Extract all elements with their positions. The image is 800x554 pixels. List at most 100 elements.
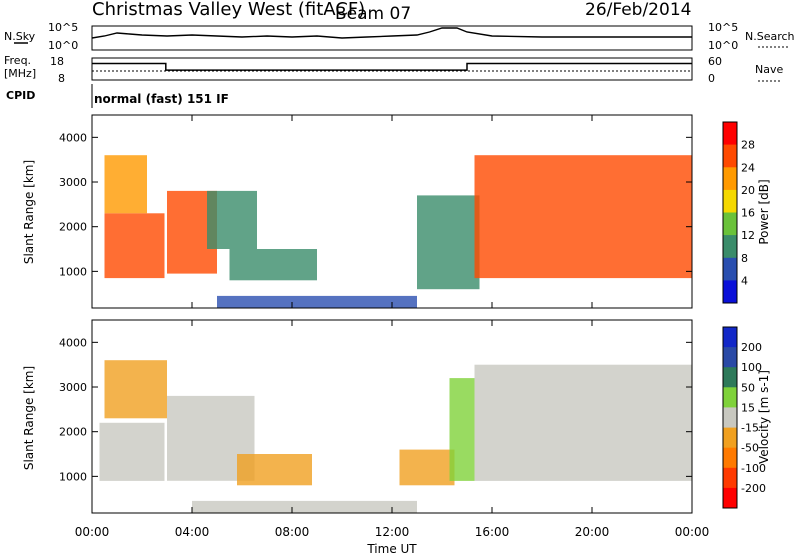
velocity-ytick-label: 2000 — [59, 426, 87, 439]
velocity-region-7 — [192, 500, 417, 513]
beam-label: Beam 07 — [335, 4, 411, 24]
nsearch-tick-bottom: 10^0 — [708, 39, 738, 52]
velocity-yaxis: 1000 2000 3000 4000 — [59, 336, 692, 483]
velocity-cbar-tick: -100 — [741, 462, 766, 475]
velocity-cbar-label: Velocity [m s-1] — [757, 370, 771, 464]
velocity-cbar-tick: -15 — [741, 422, 759, 435]
freq-unit: [MHz] — [4, 67, 36, 80]
velocity-region-5 — [449, 378, 475, 481]
noise-frame — [91, 25, 693, 51]
velocity-panel: 1000 2000 3000 4000 Slant Range [km] 200 100… — [22, 115, 771, 554]
velocity-cbar-tick: -50 — [741, 442, 759, 455]
freq-frame — [91, 57, 693, 81]
power-cbar-tick: 16 — [741, 207, 755, 220]
power-region-7 — [217, 295, 417, 308]
velocity-cbar-tick: 50 — [741, 381, 755, 394]
velocity-ytick-label: 4000 — [59, 336, 87, 349]
power-ylabel: Slant Range [km] — [22, 160, 36, 264]
velocity-cbar-tick: 200 — [741, 341, 762, 354]
velocity-region-0 — [99, 422, 165, 481]
velocity-ytick-label: 1000 — [59, 470, 87, 483]
power-cbar-swatch — [723, 167, 737, 191]
time-tick-label: 08:00 — [275, 525, 310, 539]
power-region-3 — [207, 190, 257, 249]
power-cbar-tick: 20 — [741, 184, 755, 197]
power-region-0 — [104, 213, 165, 279]
velocity-ytick-label: 3000 — [59, 381, 87, 394]
velocity-data — [99, 360, 692, 513]
power-ytick-label: 2000 — [59, 221, 87, 234]
power-region-5 — [417, 195, 480, 290]
noise-line — [91, 27, 692, 39]
power-cbar-tick: 24 — [741, 161, 755, 174]
time-tick-label: 04:00 — [175, 525, 210, 539]
power-cbar-tick: 28 — [741, 139, 755, 152]
power-region-6 — [474, 155, 692, 279]
mode-label: normal (fast) 151 IF — [94, 92, 229, 106]
power-ytick-label: 1000 — [59, 265, 87, 278]
velocity-cbar-swatch — [723, 407, 737, 428]
power-yaxis: 1000 2000 3000 4000 — [59, 131, 692, 278]
power-cbar-label: Power [dB] — [757, 179, 771, 244]
cpid-label: CPID — [6, 89, 35, 102]
date-label: 26/Feb/2014 — [585, 0, 691, 20]
freq-title: Freq. — [4, 54, 31, 67]
power-ytick-label: 4000 — [59, 131, 87, 144]
power-cbar-tick: 12 — [741, 229, 755, 242]
freq-tick-bottom: 8 — [58, 72, 65, 85]
power-cbar-swatch — [723, 257, 737, 281]
nsky-tick-top: 10^5 — [48, 21, 78, 34]
power-region-4 — [229, 249, 317, 281]
velocity-cbar-tick: 100 — [741, 361, 762, 374]
velocity-colorbar: 200 100 50 15 -15 -50 -100 -200 — [722, 326, 766, 509]
nave-tick-top: 60 — [708, 55, 722, 68]
freq-line — [92, 62, 692, 71]
nsearch-label: N.Search — [745, 30, 795, 43]
nsky-tick-bottom: 10^0 — [48, 39, 78, 52]
power-panel: 1000 2000 3000 4000 Slant Range [km] 28 24 20… — [22, 114, 771, 309]
velocity-region-3 — [237, 454, 312, 486]
power-cbar-swatch — [723, 144, 737, 168]
time-tick-label: 16:00 — [475, 525, 510, 539]
power-cbar-swatch — [723, 122, 737, 146]
velocity-cbar-swatch — [723, 327, 737, 348]
velocity-ylabel: Slant Range [km] — [22, 366, 36, 470]
velocity-region-4 — [399, 449, 455, 486]
power-cbar-swatch — [723, 280, 737, 304]
time-tick-label: 00:00 — [675, 525, 710, 539]
power-cbar-swatch — [723, 189, 737, 213]
power-ytick-label: 3000 — [59, 176, 87, 189]
velocity-cbar-tick: -200 — [741, 482, 766, 495]
nave-tick-bottom: 0 — [708, 72, 715, 85]
velocity-cbar-swatch — [723, 427, 737, 449]
time-axis-label: Time UT — [366, 542, 417, 554]
power-colorbar: 28 24 20 16 12 8 4 — [722, 121, 755, 304]
velocity-cbar-swatch — [723, 347, 737, 368]
power-region-1 — [104, 155, 147, 214]
power-data — [104, 155, 692, 308]
power-cbar-swatch — [723, 235, 737, 259]
power-cbar-swatch — [723, 212, 737, 236]
velocity-cbar-swatch — [723, 367, 737, 388]
noise-strip: N.Sky 10^5 10^0 10^5 10^0 N.Search — [4, 21, 795, 52]
station-title: Christmas Valley West (fitACF) — [92, 0, 365, 20]
time-tick-label: 20:00 — [575, 525, 610, 539]
velocity-cbar-frame — [722, 326, 738, 509]
freq-strip: Freq. [MHz] 18 8 60 0 Nave CPID normal (… — [4, 54, 783, 108]
nsearch-tick-top: 10^5 — [708, 21, 738, 34]
freq-tick-top: 18 — [50, 55, 64, 68]
time-tick-label: 12:00 — [375, 525, 410, 539]
velocity-cbar-swatch — [723, 447, 737, 469]
velocity-cbar-swatch — [723, 487, 737, 509]
velocity-cbar-swatch — [723, 387, 737, 408]
time-axis: 00:00 04:00 08:00 12:00 16:00 20:00 00:00 — [75, 115, 710, 539]
nsky-label: N.Sky — [4, 30, 36, 43]
power-cbar-tick: 4 — [741, 274, 748, 287]
power-cbar-tick: 8 — [741, 252, 748, 265]
velocity-region-6 — [474, 364, 692, 481]
nave-label: Nave — [755, 63, 783, 76]
time-tick-label: 00:00 — [75, 525, 110, 539]
power-cbar-frame — [722, 121, 738, 304]
velocity-cbar-tick: 15 — [741, 401, 755, 414]
